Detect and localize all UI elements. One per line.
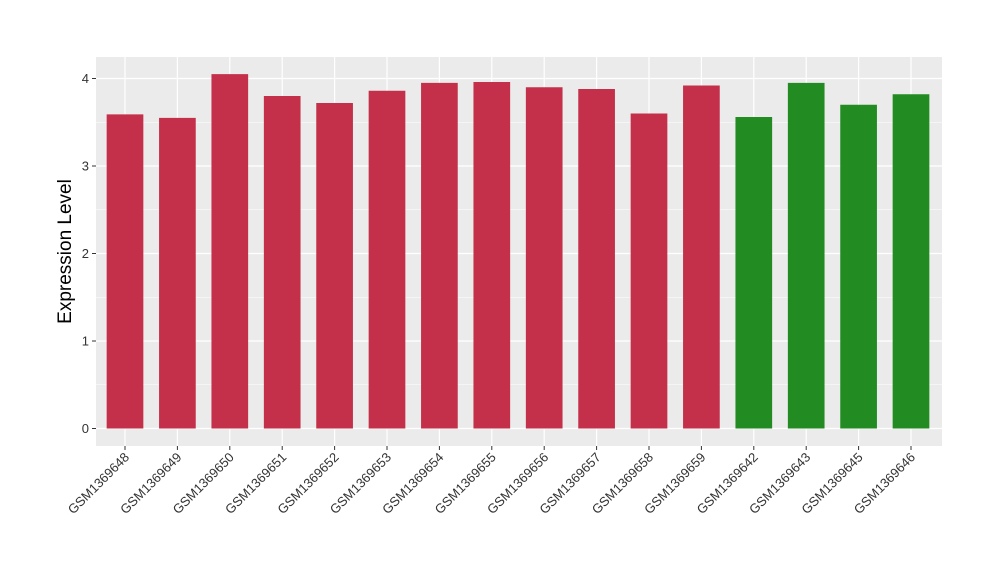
bar-GSM1369658 xyxy=(630,113,668,429)
y-tick-label: 1 xyxy=(82,334,89,349)
bar-GSM1369643 xyxy=(787,82,825,429)
bar-GSM1369645 xyxy=(840,104,877,429)
y-tick-label: 4 xyxy=(82,71,89,86)
bar-GSM1369653 xyxy=(368,90,406,429)
bar-GSM1369648 xyxy=(106,114,144,429)
y-tick-label: 2 xyxy=(82,246,89,261)
bar-GSM1369657 xyxy=(578,89,615,429)
y-tick-label: 0 xyxy=(82,421,89,436)
bars xyxy=(106,74,930,429)
y-tick-label: 3 xyxy=(82,159,89,174)
bar-GSM1369651 xyxy=(263,96,301,429)
bar-GSM1369654 xyxy=(421,82,458,429)
bar-GSM1369652 xyxy=(316,103,353,429)
bar-GSM1369655 xyxy=(473,82,511,429)
y-axis: 0 1 2 3 4 xyxy=(82,71,96,436)
bar-GSM1369646 xyxy=(892,94,930,429)
bar-GSM1369649 xyxy=(159,117,196,429)
y-axis-title: Expression Level xyxy=(55,179,76,324)
x-axis: GSM1369648GSM1369649GSM1369650GSM1369651… xyxy=(65,446,918,517)
bar-GSM1369659 xyxy=(683,85,720,429)
bar-GSM1369650 xyxy=(211,74,249,429)
bar-GSM1369642 xyxy=(735,117,773,429)
bar-GSM1369656 xyxy=(525,87,563,429)
